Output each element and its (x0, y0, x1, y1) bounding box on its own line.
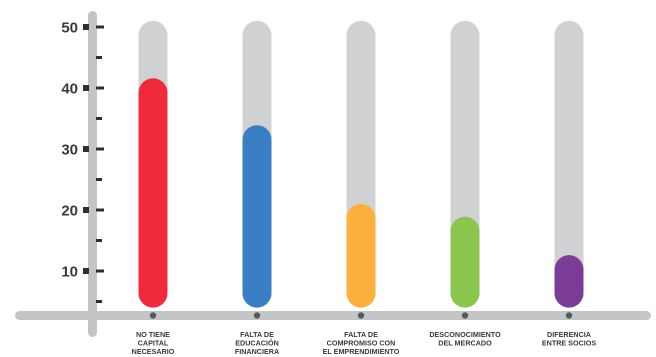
x-tick-label-2: FALTA DE EDUCACIÓN FINANCIERA (235, 330, 279, 356)
y-major-tick-30 (83, 146, 89, 152)
bar-4 (450, 216, 480, 308)
bars (138, 78, 584, 308)
bar-2 (242, 125, 272, 308)
x-tick-label-1: NO TIENE CAPITAL NECESARIO (132, 330, 175, 356)
y-tick-label-50: 50 (61, 20, 78, 37)
x-axis-line (15, 311, 651, 320)
y-major-tick-10 (83, 268, 89, 274)
bar-base-dot-3 (357, 312, 365, 319)
y-axis-line (88, 11, 97, 337)
y-tick-label-30: 30 (61, 142, 78, 159)
y-minor-tick-15 (96, 239, 102, 242)
y-minor-tick-45 (96, 56, 102, 59)
y-minor-tick-35 (96, 117, 102, 120)
y-minor-tick-5 (96, 300, 102, 303)
y-major-tick-40 (83, 85, 89, 91)
bar-base-dot-4 (461, 312, 469, 319)
y-major-tick-right-10 (96, 269, 104, 273)
bar-track-5 (554, 20, 584, 308)
y-major-tick-50 (83, 24, 89, 30)
y-tick-label-10: 10 (61, 264, 78, 281)
y-major-tick-right-50 (96, 25, 104, 29)
x-tick-label-3: FALTA DE COMPROMISO CON EL EMPRENDIMIENTO (323, 330, 400, 356)
bar-base-dot-5 (565, 312, 573, 319)
y-major-tick-20 (83, 207, 89, 213)
y-tick-label-40: 40 (61, 81, 78, 98)
bar-base-dot-1 (149, 312, 157, 319)
bar-base-dots (149, 312, 573, 319)
y-major-tick-right-20 (96, 208, 104, 212)
y-major-tick-right-30 (96, 147, 104, 151)
y-axis-labels: 10 20 30 40 50 (61, 20, 78, 281)
y-minor-tick-25 (96, 178, 102, 181)
bar-3 (346, 203, 376, 308)
y-major-tick-right-40 (96, 86, 104, 90)
x-axis-labels: NO TIENE CAPITAL NECESARIO FALTA DE EDUCACIÓ… (132, 330, 597, 356)
x-tick-label-4: DESCONOCIMIENTO DEL MERCADO (429, 330, 501, 348)
bar-1 (138, 78, 168, 308)
x-tick-label-5: DIFERENCIA ENTRE SOCIOS (542, 330, 597, 348)
y-axis-ticks (83, 24, 104, 303)
y-tick-label-20: 20 (61, 203, 78, 220)
bar-base-dot-2 (253, 312, 261, 319)
bar-5 (554, 255, 584, 308)
